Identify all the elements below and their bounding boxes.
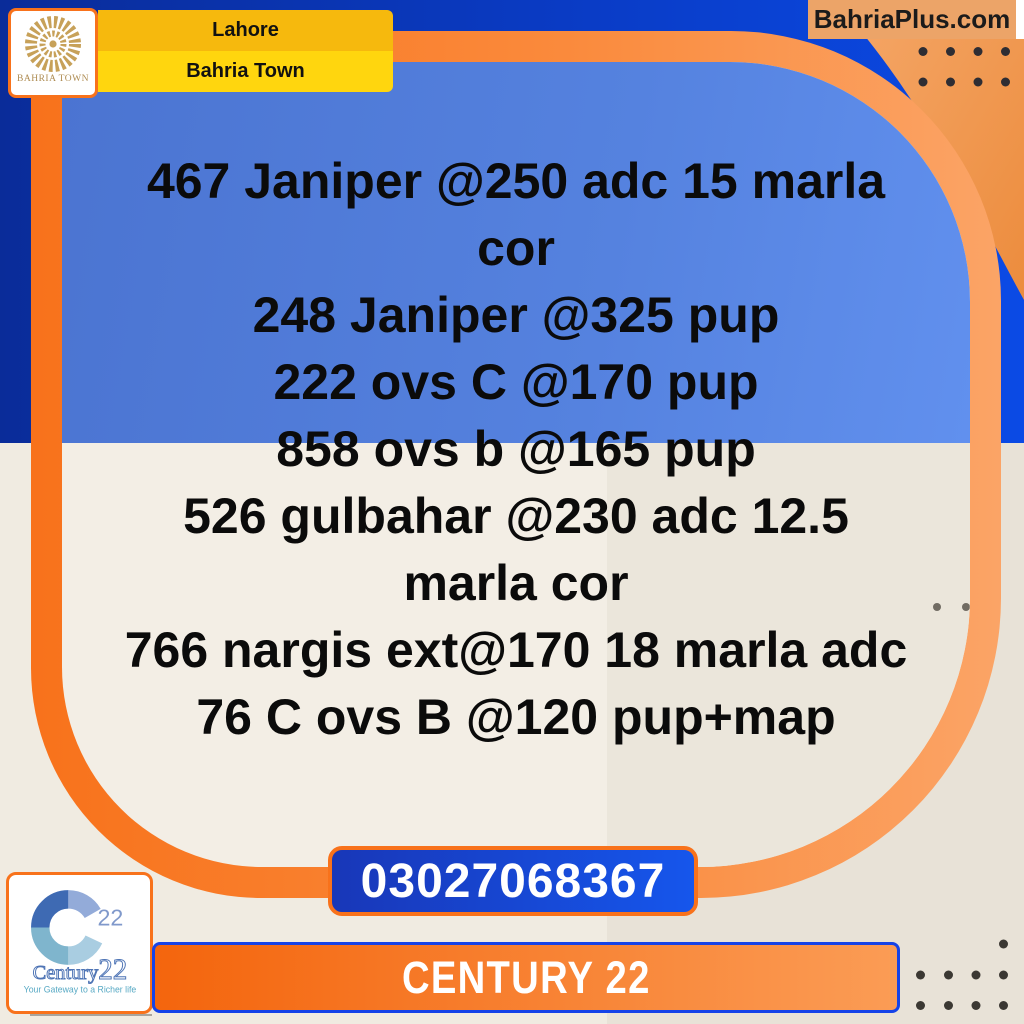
listing-line: marla cor: [403, 555, 629, 611]
website-badge[interactable]: BahriaPlus.com: [808, 0, 1016, 39]
logo-number: 22: [98, 954, 127, 986]
listing-line: 248 Janiper @325 pup: [252, 287, 780, 343]
listing-card-inner: 467 Janiper @250 adc 15 marla cor 248 Jani…: [62, 62, 970, 867]
century22-logo-box: 22 Century22 Your Gateway to a Richer li…: [6, 872, 153, 1014]
bahria-town-emblem-icon: [25, 16, 81, 72]
location-badge: Lahore: [98, 10, 393, 51]
listing-card: 467 Janiper @250 adc 15 marla cor 248 Jani…: [31, 31, 1001, 898]
bahria-logo-label: BAHRIA TOWN: [17, 74, 89, 84]
logo-tagline: Your Gateway to a Richer life: [23, 984, 136, 994]
dot-decoration: [962, 603, 970, 611]
listing-line: 222 ovs C @170 pup: [273, 354, 759, 410]
town-badge: Bahria Town: [98, 51, 393, 92]
logo-box-underline: [30, 1014, 152, 1016]
location-banner: Lahore Bahria Town: [98, 10, 393, 92]
listing-line: 858 ovs b @165 pup: [276, 421, 756, 477]
agency-banner: CENTURY 22: [152, 942, 900, 1013]
listing-line: 526 gulbahar @230 adc 12.5: [183, 488, 849, 544]
logo-super-number: 22: [97, 905, 123, 931]
listing-line: cor: [477, 220, 555, 276]
svg-text:Century22: Century22: [32, 954, 127, 986]
listing-line: 467 Janiper @250 adc 15 marla: [146, 153, 886, 209]
bahria-town-logo-box: BAHRIA TOWN: [8, 8, 98, 98]
card-blue-section: [62, 62, 970, 443]
logo-word: Century: [32, 962, 98, 984]
agency-banner-label: CENTURY 22: [401, 951, 651, 1003]
century22-logo-icon: 22 Century22 Your Gateway to a Richer li…: [23, 890, 136, 994]
card-cream-right-half: [607, 443, 970, 867]
listing-line: 76 C ovs B @120 pup+map: [196, 689, 836, 745]
listing-text-block: 467 Janiper @250 adc 15 marla cor 248 Jani…: [70, 148, 962, 751]
dot-decoration: [933, 603, 941, 611]
listing-line: 766 nargis ext@170 18 marla adc: [124, 622, 908, 678]
phone-number-button[interactable]: 03027068367: [328, 846, 698, 916]
